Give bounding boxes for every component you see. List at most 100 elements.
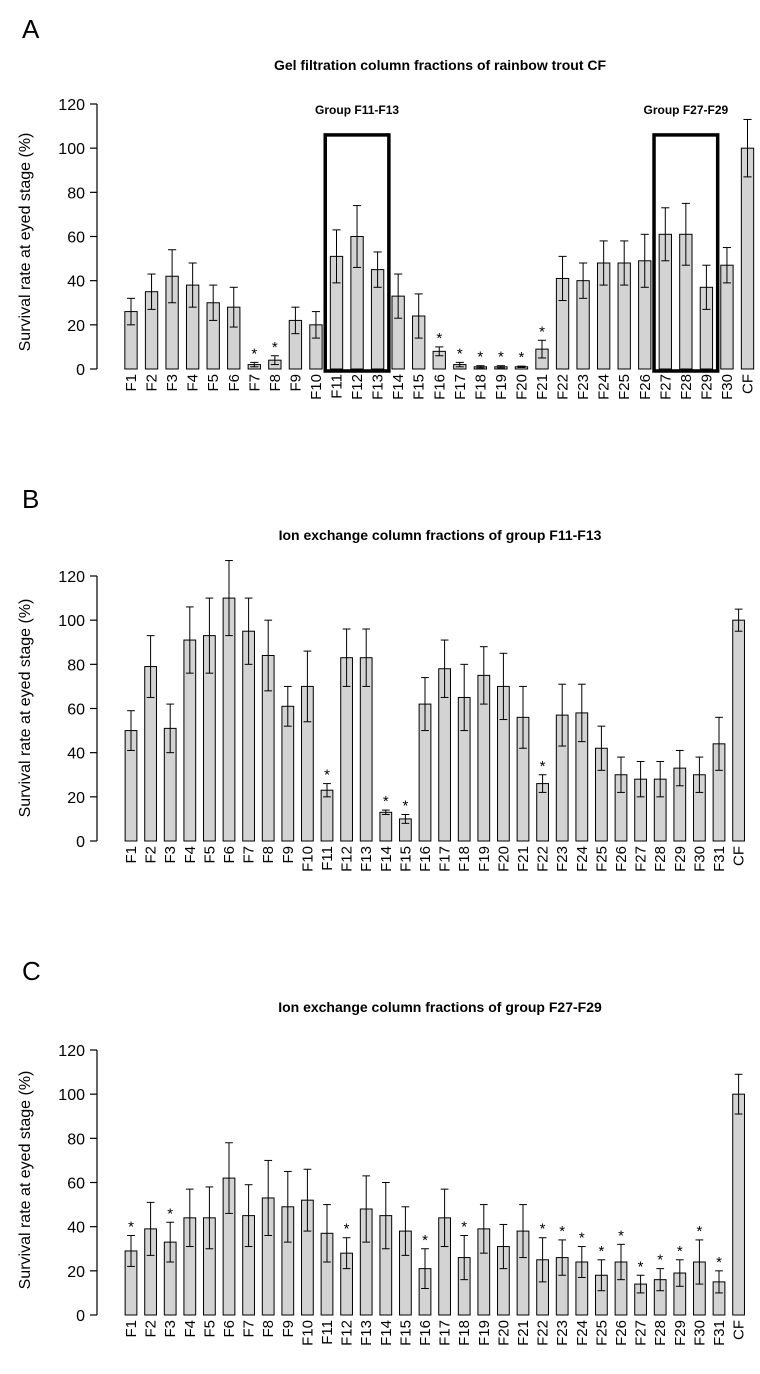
- x-tick-label: F21: [515, 1320, 532, 1346]
- x-tick-label: F3: [162, 1320, 179, 1338]
- x-tick-label: F31: [711, 846, 728, 872]
- x-tick-label: F4: [185, 374, 202, 392]
- x-tick-label: CF: [731, 846, 748, 866]
- x-tick-label: F8: [260, 846, 277, 864]
- x-tick-label: F16: [417, 1320, 434, 1346]
- significance-asterisk: *: [638, 1258, 644, 1275]
- x-tick-label: F21: [515, 846, 532, 872]
- significance-asterisk: *: [422, 1232, 428, 1249]
- y-tick-label: 80: [67, 1131, 85, 1148]
- x-tick-label: F5: [201, 1320, 218, 1338]
- x-tick-label: F17: [437, 1320, 454, 1346]
- significance-asterisk: *: [344, 1221, 350, 1238]
- x-tick-label: F15: [397, 846, 414, 872]
- significance-asterisk: *: [251, 345, 257, 362]
- y-tick-label: 100: [58, 613, 85, 630]
- bar: [320, 789, 334, 842]
- x-tick-label: F14: [378, 846, 395, 872]
- x-tick-label: F26: [637, 374, 654, 400]
- x-tick-label: F22: [555, 374, 572, 400]
- significance-asterisk: *: [402, 798, 408, 815]
- x-tick-label: F1: [123, 846, 140, 864]
- panel-letter: B: [22, 484, 39, 514]
- y-tick-label: 120: [58, 1043, 85, 1060]
- x-tick-label: F24: [574, 846, 591, 872]
- significance-asterisk: *: [324, 767, 330, 784]
- x-tick-label: F18: [456, 846, 473, 872]
- x-tick-label: F6: [221, 846, 238, 864]
- y-tick-label: 80: [67, 185, 85, 202]
- x-tick-label: F18: [472, 374, 489, 400]
- significance-asterisk: *: [457, 345, 463, 362]
- y-tick-label: 40: [67, 274, 85, 291]
- x-tick-label: F20: [495, 846, 512, 872]
- x-tick-label: F27: [633, 1320, 650, 1346]
- y-tick-label: 60: [67, 702, 85, 719]
- x-tick-label: F16: [417, 846, 434, 872]
- x-tick-label: F10: [299, 846, 316, 872]
- x-tick-label: F28: [652, 1320, 669, 1346]
- significance-asterisk: *: [579, 1230, 585, 1247]
- significance-asterisk: *: [716, 1254, 722, 1271]
- x-tick-label: F19: [476, 846, 493, 872]
- x-tick-label: F9: [287, 374, 304, 392]
- x-tick-label: F8: [267, 374, 284, 392]
- x-tick-label: F18: [456, 1320, 473, 1346]
- x-tick-label: F26: [613, 1320, 630, 1346]
- x-tick-label: F17: [452, 374, 469, 400]
- x-tick-label: F29: [672, 1320, 689, 1346]
- significance-asterisk: *: [128, 1219, 134, 1236]
- y-tick-label: 20: [67, 318, 85, 335]
- y-tick-label: 60: [67, 1176, 85, 1193]
- x-tick-label: F29: [698, 374, 715, 400]
- x-tick-label: F13: [358, 846, 375, 872]
- x-tick-label: F9: [280, 846, 297, 864]
- y-tick-label: 40: [67, 1220, 85, 1237]
- panel-b: B Ion exchange column fractions of group …: [17, 484, 748, 872]
- y-tick-label: 40: [67, 746, 85, 763]
- x-tick-label: F11: [319, 846, 336, 871]
- x-tick-label: F20: [495, 1320, 512, 1346]
- x-tick-label: F4: [182, 846, 199, 864]
- chart-title: Ion exchange column fractions of group F…: [279, 527, 602, 543]
- x-tick-label: F14: [378, 1320, 395, 1346]
- x-tick-label: F1: [123, 374, 140, 392]
- x-tick-label: F11: [319, 1320, 336, 1345]
- x-tick-label: F4: [182, 1320, 199, 1338]
- x-tick-label: F15: [411, 374, 428, 400]
- x-tick-label: F12: [339, 1320, 356, 1346]
- x-tick-label: F30: [691, 1320, 708, 1346]
- x-tick-label: F22: [535, 1320, 552, 1346]
- x-tick-label: F19: [476, 1320, 493, 1346]
- significance-asterisk: *: [498, 349, 504, 366]
- significance-asterisk: *: [539, 323, 545, 340]
- significance-asterisk: *: [540, 758, 546, 775]
- x-tick-label: F13: [370, 374, 387, 400]
- x-tick-label: F3: [164, 374, 181, 392]
- x-tick-label: F31: [711, 1320, 728, 1346]
- x-tick-label: F12: [349, 374, 366, 400]
- x-tick-label: F8: [260, 1320, 277, 1338]
- y-tick-label: 60: [67, 230, 85, 247]
- bar: [732, 1093, 745, 1316]
- x-tick-label: F21: [534, 374, 551, 400]
- y-tick-label: 0: [76, 834, 85, 851]
- bar: [732, 619, 745, 842]
- chart-title: Ion exchange column fractions of group F…: [278, 999, 602, 1015]
- significance-asterisk: *: [272, 339, 278, 356]
- x-tick-label: F30: [719, 374, 736, 400]
- x-tick-label: F27: [657, 374, 674, 400]
- significance-asterisk: *: [477, 349, 483, 366]
- bar: [379, 811, 393, 842]
- significance-asterisk: *: [436, 330, 442, 347]
- x-tick-label: F19: [493, 374, 510, 400]
- significance-asterisk: *: [598, 1243, 604, 1260]
- y-tick-label: 120: [58, 97, 85, 114]
- panel-a: A Gel filtration column fractions of rain…: [17, 14, 757, 400]
- x-tick-label: F1: [123, 1320, 140, 1338]
- y-tick-label: 100: [58, 141, 85, 158]
- x-tick-label: F22: [535, 846, 552, 872]
- y-tick-label: 0: [76, 362, 85, 379]
- y-tick-label: 20: [67, 1264, 85, 1281]
